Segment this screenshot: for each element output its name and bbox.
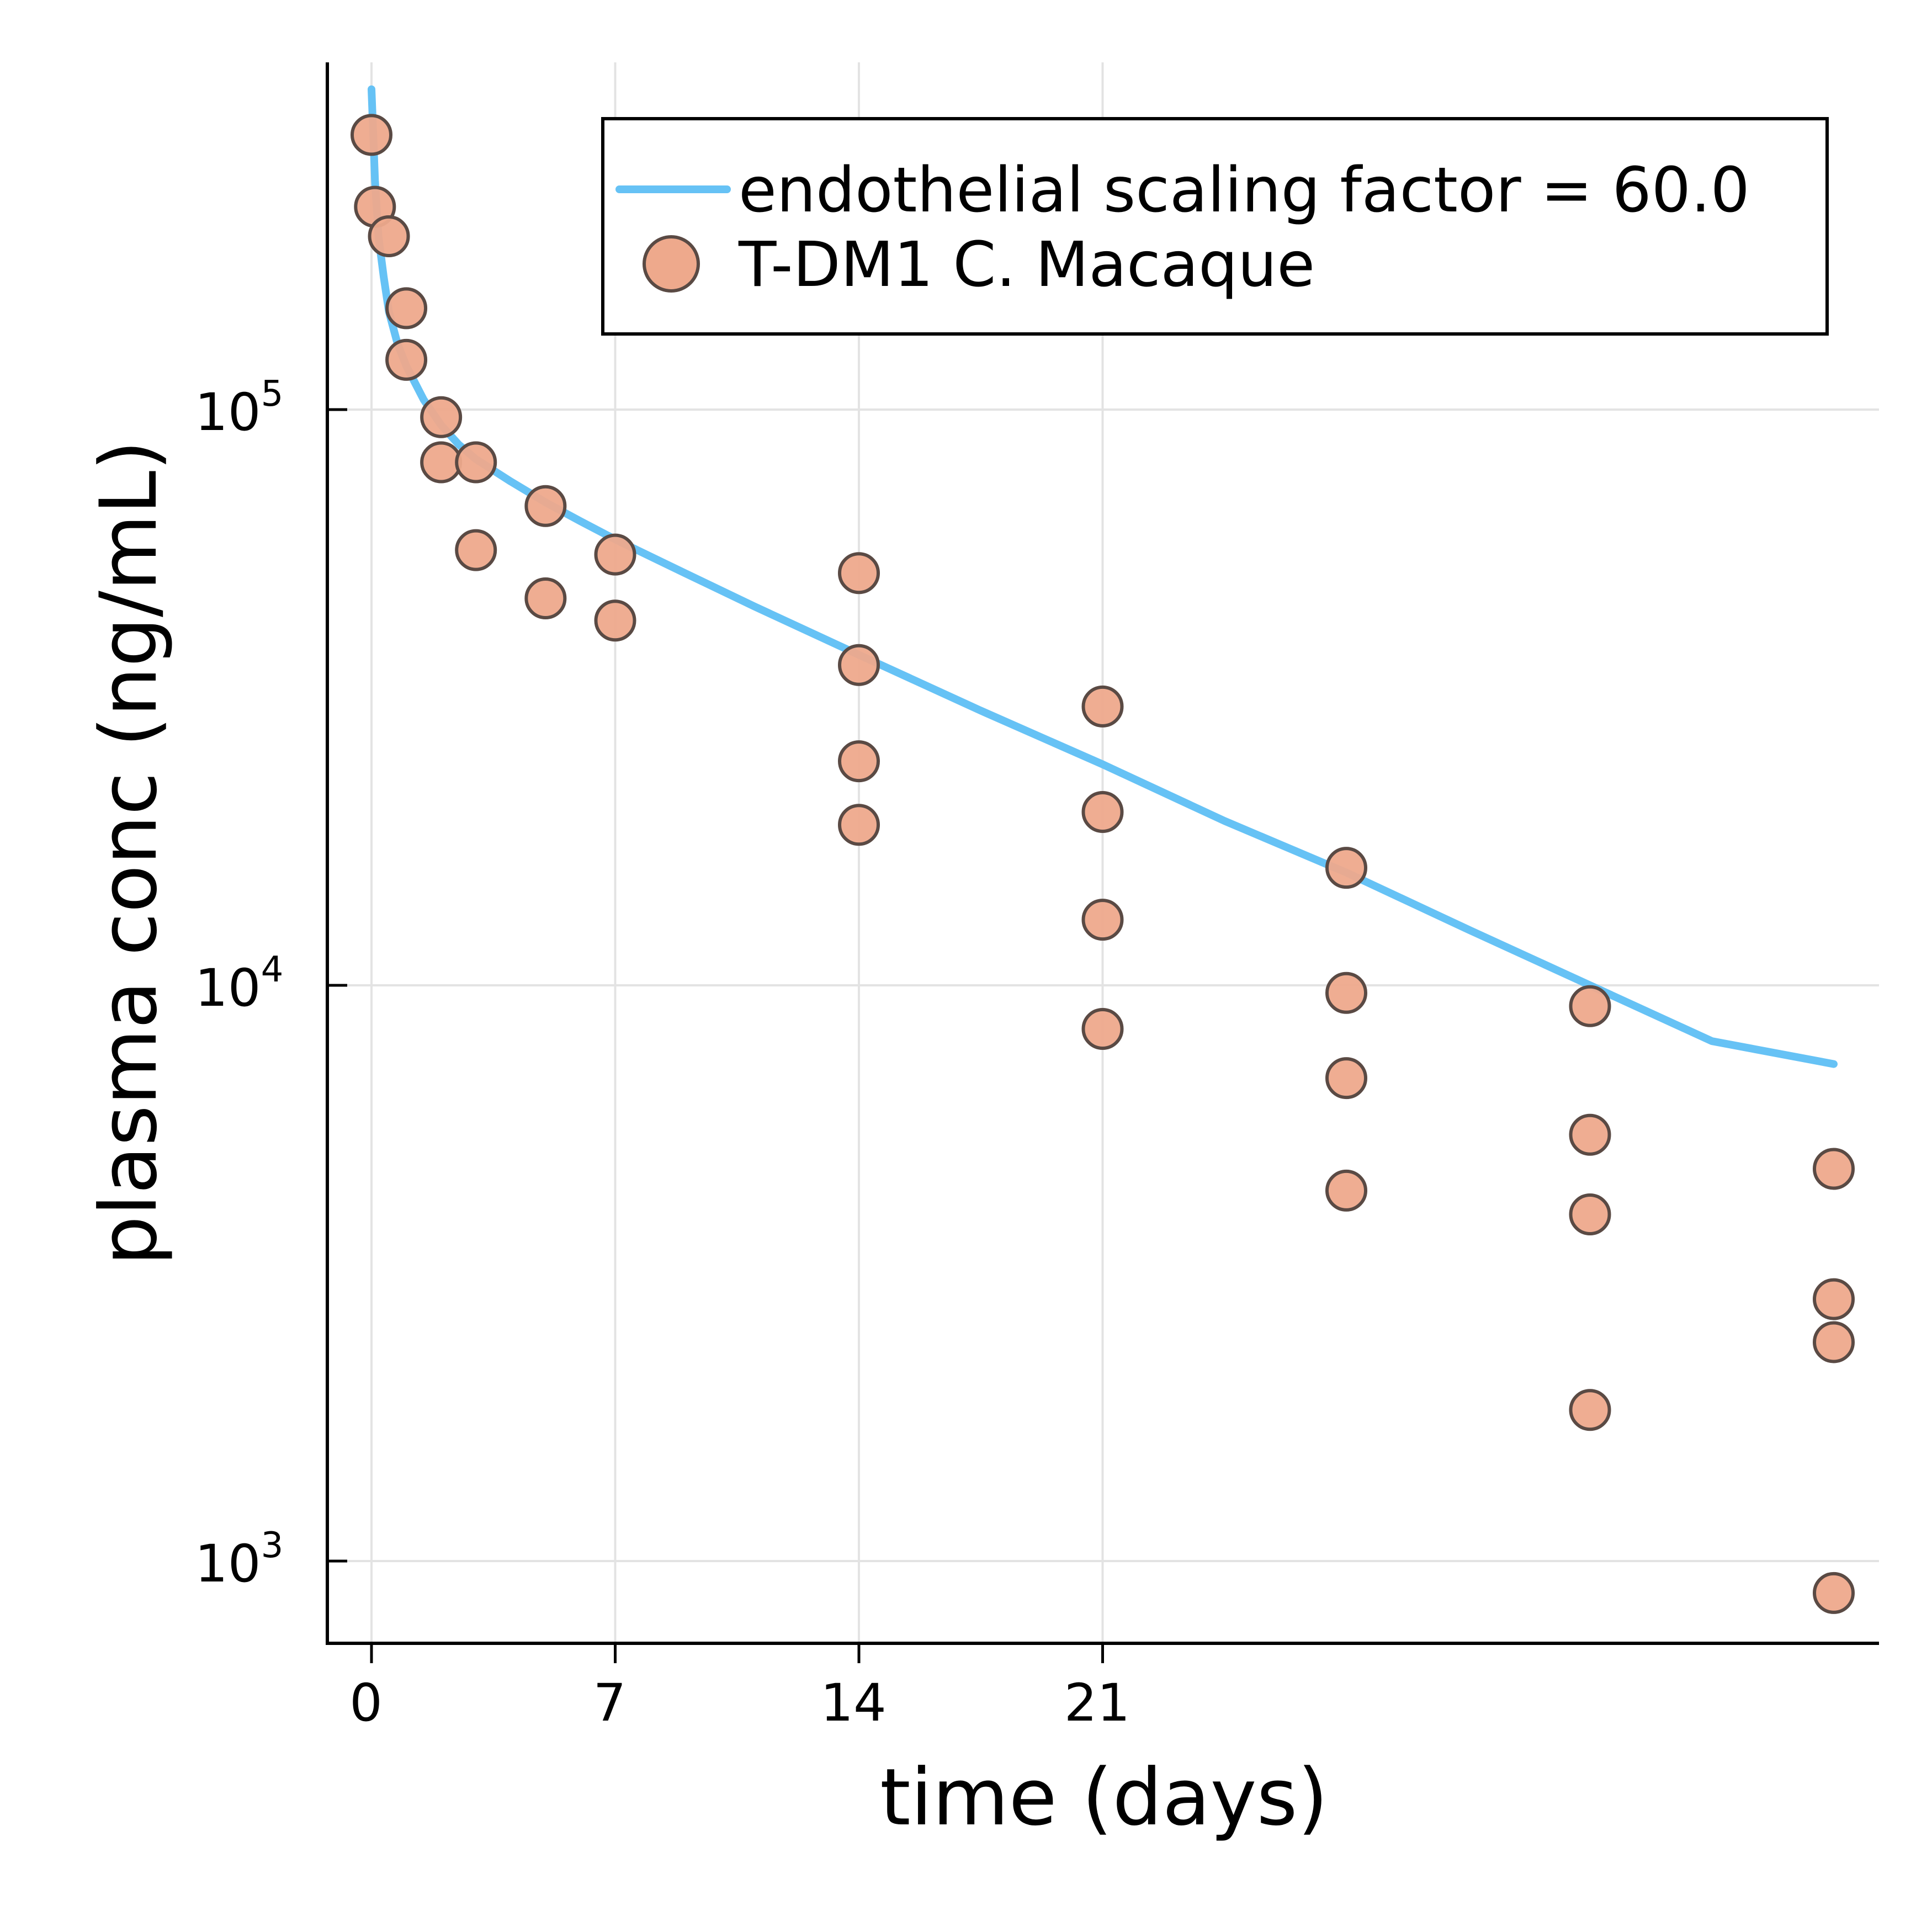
data-point [1081,791,1124,834]
data-point [838,644,880,686]
legend-marker-swatch [643,235,700,293]
data-point [1081,899,1124,941]
x-tick-label: 21 [1064,1673,1130,1733]
data-point [1325,1057,1367,1100]
data-point [1325,1169,1367,1212]
data-point [1325,972,1367,1014]
data-point [1569,985,1611,1027]
data-point [1569,1193,1611,1236]
data-point [838,804,880,846]
data-point [838,740,880,783]
data-point [1081,685,1124,728]
data-point [420,441,463,484]
y-tick-label: 104 [195,949,283,1018]
data-point [368,215,410,258]
data-point [838,552,880,595]
x-axis-title: time (days) [880,1752,1328,1843]
data-point [1325,847,1367,889]
data-point [1569,1113,1611,1156]
y-axis-title: plasma conc (ng/mL) [83,440,174,1265]
data-point [455,441,497,484]
data-point [420,396,463,438]
legend-label-scatter: T-DM1 C. Macaque [738,229,1315,301]
y-tick-label: 103 [195,1525,283,1594]
x-tick-label: 7 [593,1673,627,1733]
ticks: 0 7 14 21 103 104 105 [195,374,1130,1733]
x-tick-label: 0 [349,1673,383,1733]
data-point [594,599,636,642]
data-point [385,287,428,330]
data-point [455,529,497,571]
data-point [351,114,392,156]
legend: endothelial scaling factor = 60.0 T-DM1 … [601,117,1829,336]
x-tick-label: 14 [820,1673,887,1733]
legend-box [601,117,1829,336]
data-point [1813,1278,1855,1320]
data-point [1813,1572,1855,1614]
data-point [1813,1321,1855,1363]
legend-label-line: endothelial scaling factor = 60.0 [739,155,1750,226]
data-point [524,577,567,620]
data-point [385,338,428,381]
data-point [1569,1389,1611,1431]
plot-area [351,85,1855,1614]
data-point [1081,1007,1124,1050]
data-point [1813,1148,1855,1190]
data-point [524,485,567,527]
data-point [594,533,636,576]
y-tick-label: 105 [195,374,283,443]
